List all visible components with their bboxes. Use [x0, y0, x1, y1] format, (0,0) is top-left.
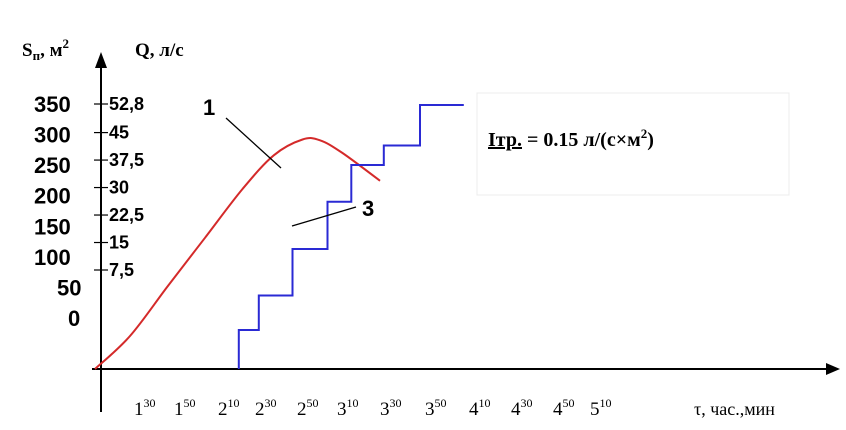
- annotation-box: [476, 92, 790, 196]
- x-tick-label: 430: [511, 396, 533, 420]
- curve-label-3: 3: [362, 196, 374, 221]
- curve-label-1: 1: [203, 95, 215, 120]
- x-axis-arrow: [826, 363, 840, 375]
- x-tick-label: 450: [553, 396, 575, 420]
- x-tick-label: 150: [174, 396, 196, 420]
- series-line-3: [237, 104, 464, 369]
- y-right-tick-label: 30: [109, 178, 129, 198]
- y-left-tick-label: 200: [34, 184, 71, 209]
- y-left-tick-label: 350: [34, 92, 71, 117]
- y-right-axis-title: Q, л/с: [135, 40, 184, 61]
- x-tick-label: 330: [380, 396, 402, 420]
- y-left-axis-title: Sп, м2: [22, 36, 69, 63]
- y-right-tick-label: 7,5: [109, 260, 134, 280]
- y-right-tick-label: 45: [109, 123, 129, 143]
- x-tick-label: 410: [469, 396, 491, 420]
- x-tick-label: 310: [337, 396, 359, 420]
- annotation-text: Iтр. = 0.15 л/(с×м2): [488, 126, 654, 151]
- y-left-tick-label: 300: [34, 123, 71, 148]
- y-left-tick-label: 100: [34, 245, 71, 270]
- y-right-tick-label: 52,8: [109, 94, 144, 114]
- y-left-tick-label: 0: [68, 306, 80, 331]
- y-right-tick-label: 37,5: [109, 150, 144, 170]
- y-left-ticks: 0 50 100 150 200 250 300 350: [34, 92, 81, 331]
- x-tick-label: 250: [297, 396, 319, 420]
- curve-label-1-leader: [225, 117, 282, 169]
- y-right-tick-label: 22,5: [109, 205, 144, 225]
- y-right-tick-label: 15: [109, 233, 129, 253]
- x-tick-label: 130: [134, 396, 156, 420]
- y-left-tick-label: 50: [57, 275, 81, 300]
- x-axis-title: τ, час.,мин: [694, 399, 775, 419]
- x-tick-label: 210: [218, 396, 240, 420]
- y-left-tick-label: 250: [34, 153, 71, 178]
- x-tick-label: 510: [590, 396, 612, 420]
- series-line-1: [94, 137, 381, 370]
- curve-label-3-leader: [291, 206, 357, 227]
- series-layer: [94, 104, 464, 370]
- y-left-tick-label: 150: [34, 214, 71, 239]
- x-ticks: 130 150 210 230 250 310 330 350 410 430 450 510: [134, 396, 612, 420]
- x-tick-label: 230: [255, 396, 277, 420]
- y-axis-arrow: [95, 52, 107, 68]
- x-tick-label: 350: [425, 396, 447, 420]
- y-right-ticks: 7,5 15 22,5 30 37,5 45 52,8: [94, 94, 144, 280]
